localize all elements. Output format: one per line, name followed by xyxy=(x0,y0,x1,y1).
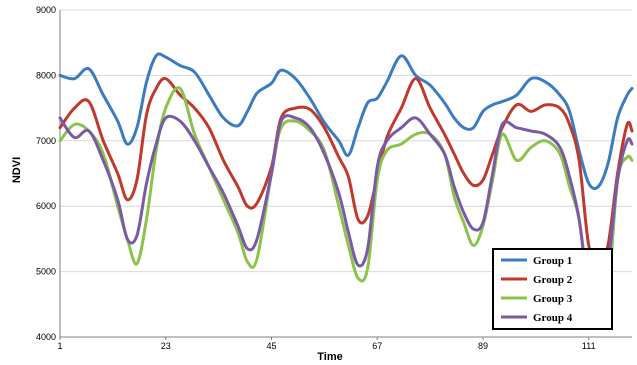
x-tick-label: 23 xyxy=(161,341,171,351)
series-line-group-2 xyxy=(58,77,634,264)
y-tick-label: 9000 xyxy=(36,5,56,15)
y-tick-label: 8000 xyxy=(36,70,56,80)
y-axis-title: NDVI xyxy=(11,157,23,183)
series-lines xyxy=(58,52,634,306)
legend-label-group-1: Group 1 xyxy=(533,255,572,267)
axes xyxy=(59,10,632,340)
y-tick-label: 6000 xyxy=(36,201,56,211)
legend-label-group-4: Group 4 xyxy=(533,312,573,324)
x-tick-label: 1 xyxy=(57,341,62,351)
legend-label-group-2: Group 2 xyxy=(533,274,573,286)
legend: Group 1 Group 2 Group 3 Group 4 xyxy=(492,248,613,330)
y-tick-label: 5000 xyxy=(36,267,56,277)
y-tick-label: 7000 xyxy=(36,136,56,146)
x-tick-label: 67 xyxy=(372,341,382,351)
tick-labels: 4000 5000 6000 7000 8000 9000 1 23 45 67 89 111 xyxy=(36,5,596,351)
y-tick-label: 4000 xyxy=(36,332,56,342)
x-tick-label: 89 xyxy=(478,341,488,351)
x-axis-title: Time xyxy=(317,351,342,363)
series-line-group-4 xyxy=(58,114,634,303)
legend-items: Group 1 Group 2 Group 3 Group 4 xyxy=(501,255,573,324)
series-line-group-1 xyxy=(58,52,634,191)
x-tick-label: 45 xyxy=(266,341,276,351)
x-tick-label: 111 xyxy=(582,341,596,351)
legend-label-group-3: Group 3 xyxy=(533,293,573,305)
